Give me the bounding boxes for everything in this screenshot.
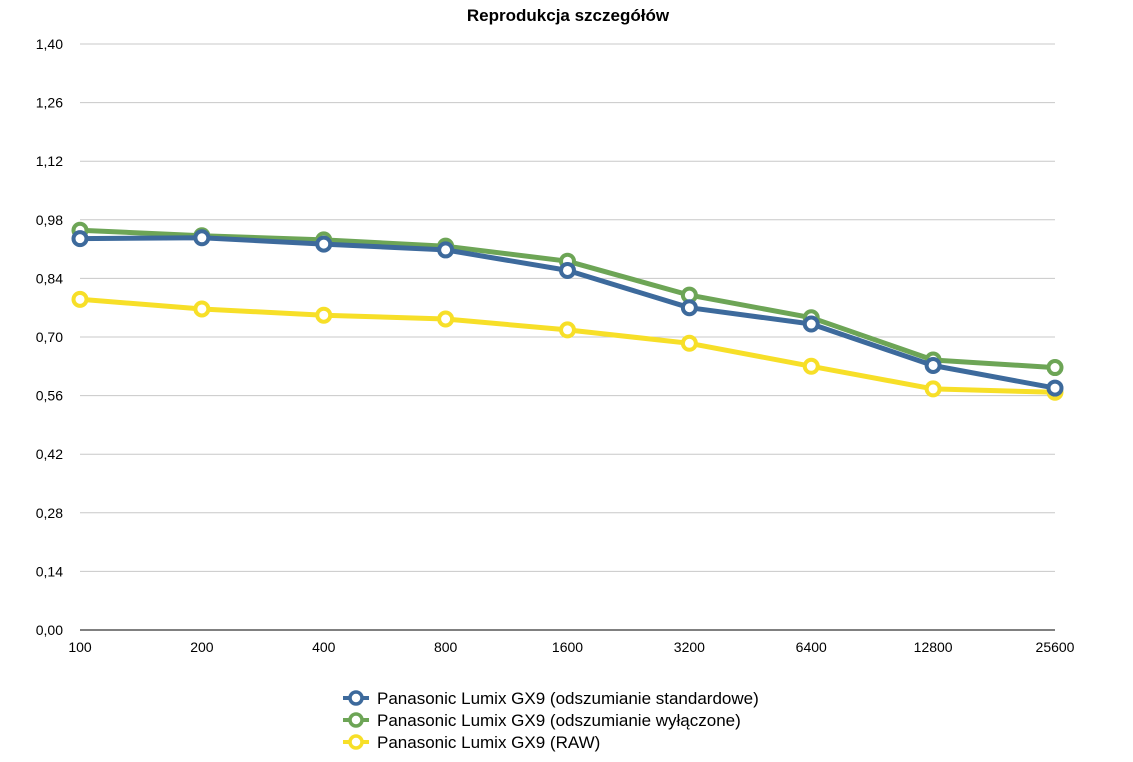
legend-item: Panasonic Lumix GX9 (RAW): [343, 733, 600, 752]
y-tick-label: 0,14: [36, 563, 63, 579]
data-point: [559, 321, 576, 339]
grid: [80, 43, 1055, 572]
y-tick-label: 1,26: [36, 95, 63, 111]
data-point: [315, 306, 333, 324]
y-tick-label: 0,28: [36, 505, 63, 521]
y-tick-label: 1,40: [36, 36, 63, 52]
data-point: [315, 235, 333, 253]
y-tick-label: 0,00: [36, 622, 63, 638]
data-point: [924, 380, 942, 398]
legend-marker: [348, 690, 364, 706]
legend-label: Panasonic Lumix GX9 (odszumianie standar…: [377, 689, 759, 708]
y-tick-label: 1,12: [36, 153, 63, 169]
x-tick-label: 6400: [796, 639, 827, 655]
data-point: [1046, 359, 1064, 377]
x-tick-label: 25600: [1036, 639, 1075, 655]
x-tick-label: 3200: [674, 639, 705, 655]
data-point: [802, 315, 820, 333]
series-line: [77, 227, 1058, 371]
series-2: [71, 290, 1064, 401]
data-point: [680, 299, 698, 317]
data-point: [71, 290, 89, 308]
data-point: [437, 310, 455, 328]
y-tick-label: 0,98: [36, 212, 63, 228]
legend: Panasonic Lumix GX9 (odszumianie standar…: [343, 689, 759, 752]
legend-label: Panasonic Lumix GX9 (odszumianie wyłączo…: [377, 711, 741, 730]
data-point: [193, 229, 211, 247]
legend-item: Panasonic Lumix GX9 (odszumianie wyłączo…: [343, 711, 741, 730]
x-tick-label: 400: [312, 639, 336, 655]
y-tick-label: 0,84: [36, 270, 63, 286]
data-point: [1046, 379, 1064, 397]
x-axis-ticks: 100 200 400 800 1600 3200 6400 12800 25600: [68, 639, 1074, 655]
y-tick-label: 0,56: [36, 388, 63, 404]
series-1: [71, 221, 1064, 377]
data-point: [559, 261, 576, 279]
legend-item: Panasonic Lumix GX9 (odszumianie standar…: [343, 689, 759, 708]
series-lines: [71, 221, 1064, 401]
series-0: [71, 229, 1064, 397]
data-point: [680, 334, 698, 352]
data-point: [193, 300, 211, 318]
y-axis-ticks: 0,00 0,14 0,28 0,42 0,56 0,70 0,84 0,98 1,12 1,26…: [36, 36, 63, 638]
x-tick-label: 200: [190, 639, 214, 655]
chart-title: Reprodukcja szczegółów: [467, 6, 670, 25]
legend-label: Panasonic Lumix GX9 (RAW): [377, 733, 600, 752]
data-point: [437, 241, 455, 259]
data-point: [71, 230, 89, 248]
x-tick-label: 12800: [914, 639, 953, 655]
y-tick-label: 0,70: [36, 329, 63, 345]
legend-marker: [348, 734, 364, 750]
x-tick-label: 1600: [552, 639, 583, 655]
series-line: [77, 296, 1058, 395]
y-tick-label: 0,42: [36, 446, 63, 462]
legend-marker: [348, 712, 364, 728]
x-tick-label: 800: [434, 639, 458, 655]
data-point: [924, 356, 942, 374]
x-tick-label: 100: [68, 639, 92, 655]
data-point: [802, 357, 820, 375]
